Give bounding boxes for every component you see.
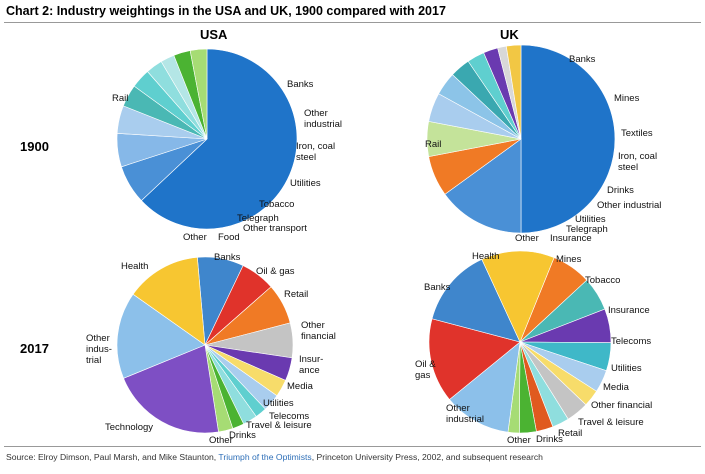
- slice-label-uk-2017-travel-leisure: Travel & leisure: [578, 417, 644, 428]
- slice-label-uk-1900-drinks: Drinks: [607, 185, 634, 196]
- slice-label-uk-1900-banks: Banks: [569, 54, 596, 65]
- slice-label-uk-2017-utilities: Utilities: [611, 363, 642, 374]
- pie-slice-uk-2017-health: [481, 250, 555, 343]
- pie-slice-uk-2017-banks: [431, 258, 521, 343]
- slice-label-uk-1900-rail: Rail: [425, 139, 441, 150]
- slice-label-usa-1900-other-transport: Other transport: [243, 223, 307, 234]
- title-rule: [4, 22, 701, 23]
- chart-title: Chart 2: Industry weightings in the USA …: [6, 4, 446, 18]
- slice-label-uk-2017-mines: Mines: [556, 254, 582, 265]
- slice-label-usa-2017-technology: Technology: [105, 422, 153, 433]
- slice-label-uk-1900-mines: Mines: [614, 93, 640, 104]
- slice-label-uk-2017-banks: Banks: [424, 282, 451, 293]
- source-book-link[interactable]: Triumph of the Optimists: [218, 452, 312, 462]
- slice-label-uk-2017-other-financial: Other financial: [591, 400, 652, 411]
- slice-label-usa-1900-utilities: Utilities: [290, 178, 321, 189]
- slice-label-uk-2017-health: Health: [472, 251, 499, 262]
- slice-label-usa-1900-tobacco: Tobacco: [259, 199, 294, 210]
- slice-label-usa-2017-health: Health: [121, 261, 148, 272]
- slice-label-uk-2017-other-industrial: Other industrial: [446, 403, 484, 425]
- column-head-usa: USA: [200, 27, 228, 42]
- slice-label-uk-1900-other: Other: [515, 233, 539, 244]
- slice-label-uk-1900-utilities: Utilities: [575, 214, 606, 225]
- slice-label-usa-2017-other-industrial: Other indus-trial: [86, 333, 112, 366]
- slice-label-uk-1900-telegraph: Telegraph: [566, 224, 608, 235]
- pie-slice-usa-1900-other: [189, 48, 208, 140]
- slice-label-usa-2017-travel-leisure: Travel & leisure: [246, 420, 312, 431]
- slice-label-uk-2017-tobacco: Tobacco: [585, 275, 620, 286]
- column-head-uk: UK: [500, 27, 519, 42]
- source-prefix: Source: Elroy Dimson, Paul Marsh, and Mi…: [6, 452, 219, 462]
- slice-label-usa-2017-media: Media: [287, 381, 314, 392]
- pie-slice-usa-1900-rail: [140, 48, 298, 230]
- slice-label-usa-1900-other-industrial: Other industrial: [304, 108, 342, 130]
- source-rule: [4, 446, 701, 447]
- slice-label-uk-1900-other-industrial: Other industrial: [597, 200, 661, 211]
- slice-label-usa-2017-oil-gas: Oil & gas: [256, 266, 295, 277]
- slice-label-usa-2017-insur-ance: Insur-ance: [299, 354, 323, 376]
- slice-label-usa-1900-iron-coal-steel: Iron, coal steel: [296, 141, 335, 163]
- slice-label-uk-2017-drinks: Drinks: [536, 434, 563, 445]
- slice-label-usa-2017-utilities: Utilities: [263, 398, 294, 409]
- slice-label-uk-2017-other: Other: [507, 435, 531, 446]
- slice-label-uk-1900-iron-coal-steel: Iron, coal steel: [618, 151, 657, 173]
- pie-slice-usa-2017-other-industrial: [116, 293, 206, 379]
- slice-label-usa-2017-retail: Retail: [284, 289, 308, 300]
- slice-label-usa-1900-other: Other: [183, 232, 207, 243]
- slice-label-uk-2017-media: Media: [603, 382, 630, 393]
- row-head-1900: 1900: [20, 139, 49, 154]
- pie-slice-uk-2017-other-industrial: [449, 341, 521, 433]
- pie-charts: Rail Banks Other industrial Iron, coal steel U…: [86, 44, 661, 446]
- pie-slice-usa-2017-technology: [123, 344, 219, 434]
- slice-label-usa-2017-other: Other: [209, 435, 233, 446]
- slice-label-uk-2017-oil-gas: Oil & gas: [415, 359, 436, 381]
- pie-slice-uk-1900-banks: [444, 138, 522, 234]
- slice-label-uk-1900-insurance: Insurance: [550, 233, 592, 244]
- row-head-2017: 2017: [20, 341, 49, 356]
- source-suffix: , Princeton University Press, 2002, and …: [311, 452, 543, 462]
- pie-slice-uk-1900-other: [505, 44, 522, 140]
- slice-label-usa-2017-telecoms: Telecoms: [269, 411, 309, 422]
- slice-label-usa-1900-rail: Rail: [112, 93, 128, 104]
- slice-label-uk-1900-textiles: Textiles: [621, 128, 653, 139]
- slice-label-usa-1900-banks: Banks: [287, 79, 314, 90]
- source-note: Source: Elroy Dimson, Paul Marsh, and Mi…: [6, 452, 543, 462]
- pie-slice-uk-1900-rail: [520, 44, 616, 234]
- slice-label-usa-1900-food: Food: [218, 232, 240, 243]
- slice-label-uk-2017-telecoms: Telecoms: [611, 336, 651, 347]
- slice-label-usa-2017-drinks: Drinks: [229, 430, 256, 441]
- slice-label-usa-2017-other-financial: Other financial: [301, 320, 336, 342]
- pie-slice-uk-2017-oil-gas: [428, 318, 521, 400]
- slice-label-usa-1900-telegraph: Telegraph: [237, 213, 279, 224]
- pie-slice-usa-2017-health: [132, 257, 206, 346]
- slice-label-usa-2017-banks: Banks: [214, 252, 241, 263]
- slice-label-uk-2017-insurance: Insurance: [608, 305, 650, 316]
- slice-label-uk-2017-retail: Retail: [558, 428, 582, 439]
